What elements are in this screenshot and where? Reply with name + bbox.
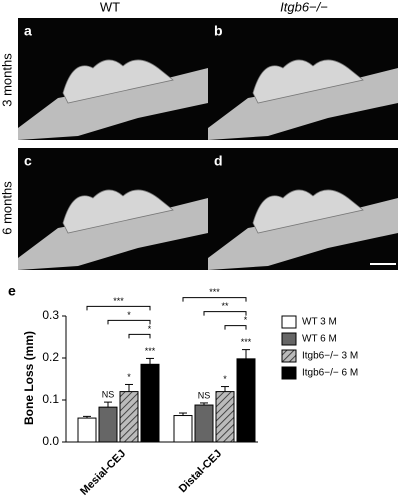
bar <box>194 404 214 443</box>
significance-label: * <box>223 374 227 384</box>
legend-label: WT 6 M <box>302 334 337 345</box>
y-tick-label: 0.2 <box>42 350 59 364</box>
y-tick-label: 0.1 <box>42 392 59 406</box>
significance-label: *** <box>145 346 156 356</box>
comparison-bracket <box>86 305 151 311</box>
legend-swatch <box>281 349 297 363</box>
comparison-bracket <box>203 311 247 316</box>
significance-label: *** <box>241 337 252 347</box>
x-tick-label: Distal-CEJ <box>177 448 224 495</box>
panel-letter: b <box>214 23 223 39</box>
jaw-bone <box>208 198 398 270</box>
molars <box>62 59 174 104</box>
legend-swatch <box>281 366 297 380</box>
bar <box>77 417 97 443</box>
panel-letter: e <box>8 283 16 299</box>
legend-swatch <box>281 315 297 329</box>
panel-letter: d <box>214 153 223 169</box>
bar <box>98 406 118 443</box>
jaw-bone <box>208 68 398 140</box>
bar <box>173 415 193 443</box>
jaw-bone <box>18 198 208 270</box>
y-tick-label: 0.0 <box>42 434 59 448</box>
image-grid: a b c d <box>18 18 398 270</box>
comparison-label: * <box>148 324 152 334</box>
bar <box>119 391 139 443</box>
comparison-bracket <box>107 319 151 325</box>
legend-label: WT 3 M <box>302 317 337 328</box>
row-label: 6 months <box>0 181 14 235</box>
molars <box>62 189 174 234</box>
panel-letter: a <box>24 23 32 39</box>
comparison-bracket <box>128 333 151 339</box>
comparison-label: *** <box>209 287 220 297</box>
bar <box>140 363 160 443</box>
legend-label: Itgb6−/− 3 M <box>302 351 358 362</box>
panel-letter: c <box>24 153 32 169</box>
legend-swatch <box>281 332 297 346</box>
bar <box>215 391 235 443</box>
column-label: WT <box>100 0 120 14</box>
comparison-label: * <box>244 315 248 325</box>
significance-label: NS <box>102 389 115 399</box>
y-tick-label: 0.3 <box>42 308 59 322</box>
molars <box>252 59 364 104</box>
molars <box>252 189 364 234</box>
comparison-label: *** <box>113 296 124 306</box>
legend-label: Itgb6−/− 6 M <box>302 368 358 379</box>
x-tick-label: Mesial-CEJ <box>78 448 128 498</box>
bar <box>236 358 256 443</box>
row-label: 3 months <box>0 53 14 107</box>
column-label: Itgb6−/− <box>280 0 328 14</box>
comparison-bracket <box>224 325 247 330</box>
jaw-bone <box>18 68 208 140</box>
significance-label: NS <box>198 390 211 400</box>
comparison-bracket <box>182 297 247 302</box>
comparison-label: ** <box>221 301 229 311</box>
significance-label: * <box>127 372 131 382</box>
comparison-label: * <box>127 310 131 320</box>
y-axis-label: Bone Loss (mm) <box>22 331 36 425</box>
